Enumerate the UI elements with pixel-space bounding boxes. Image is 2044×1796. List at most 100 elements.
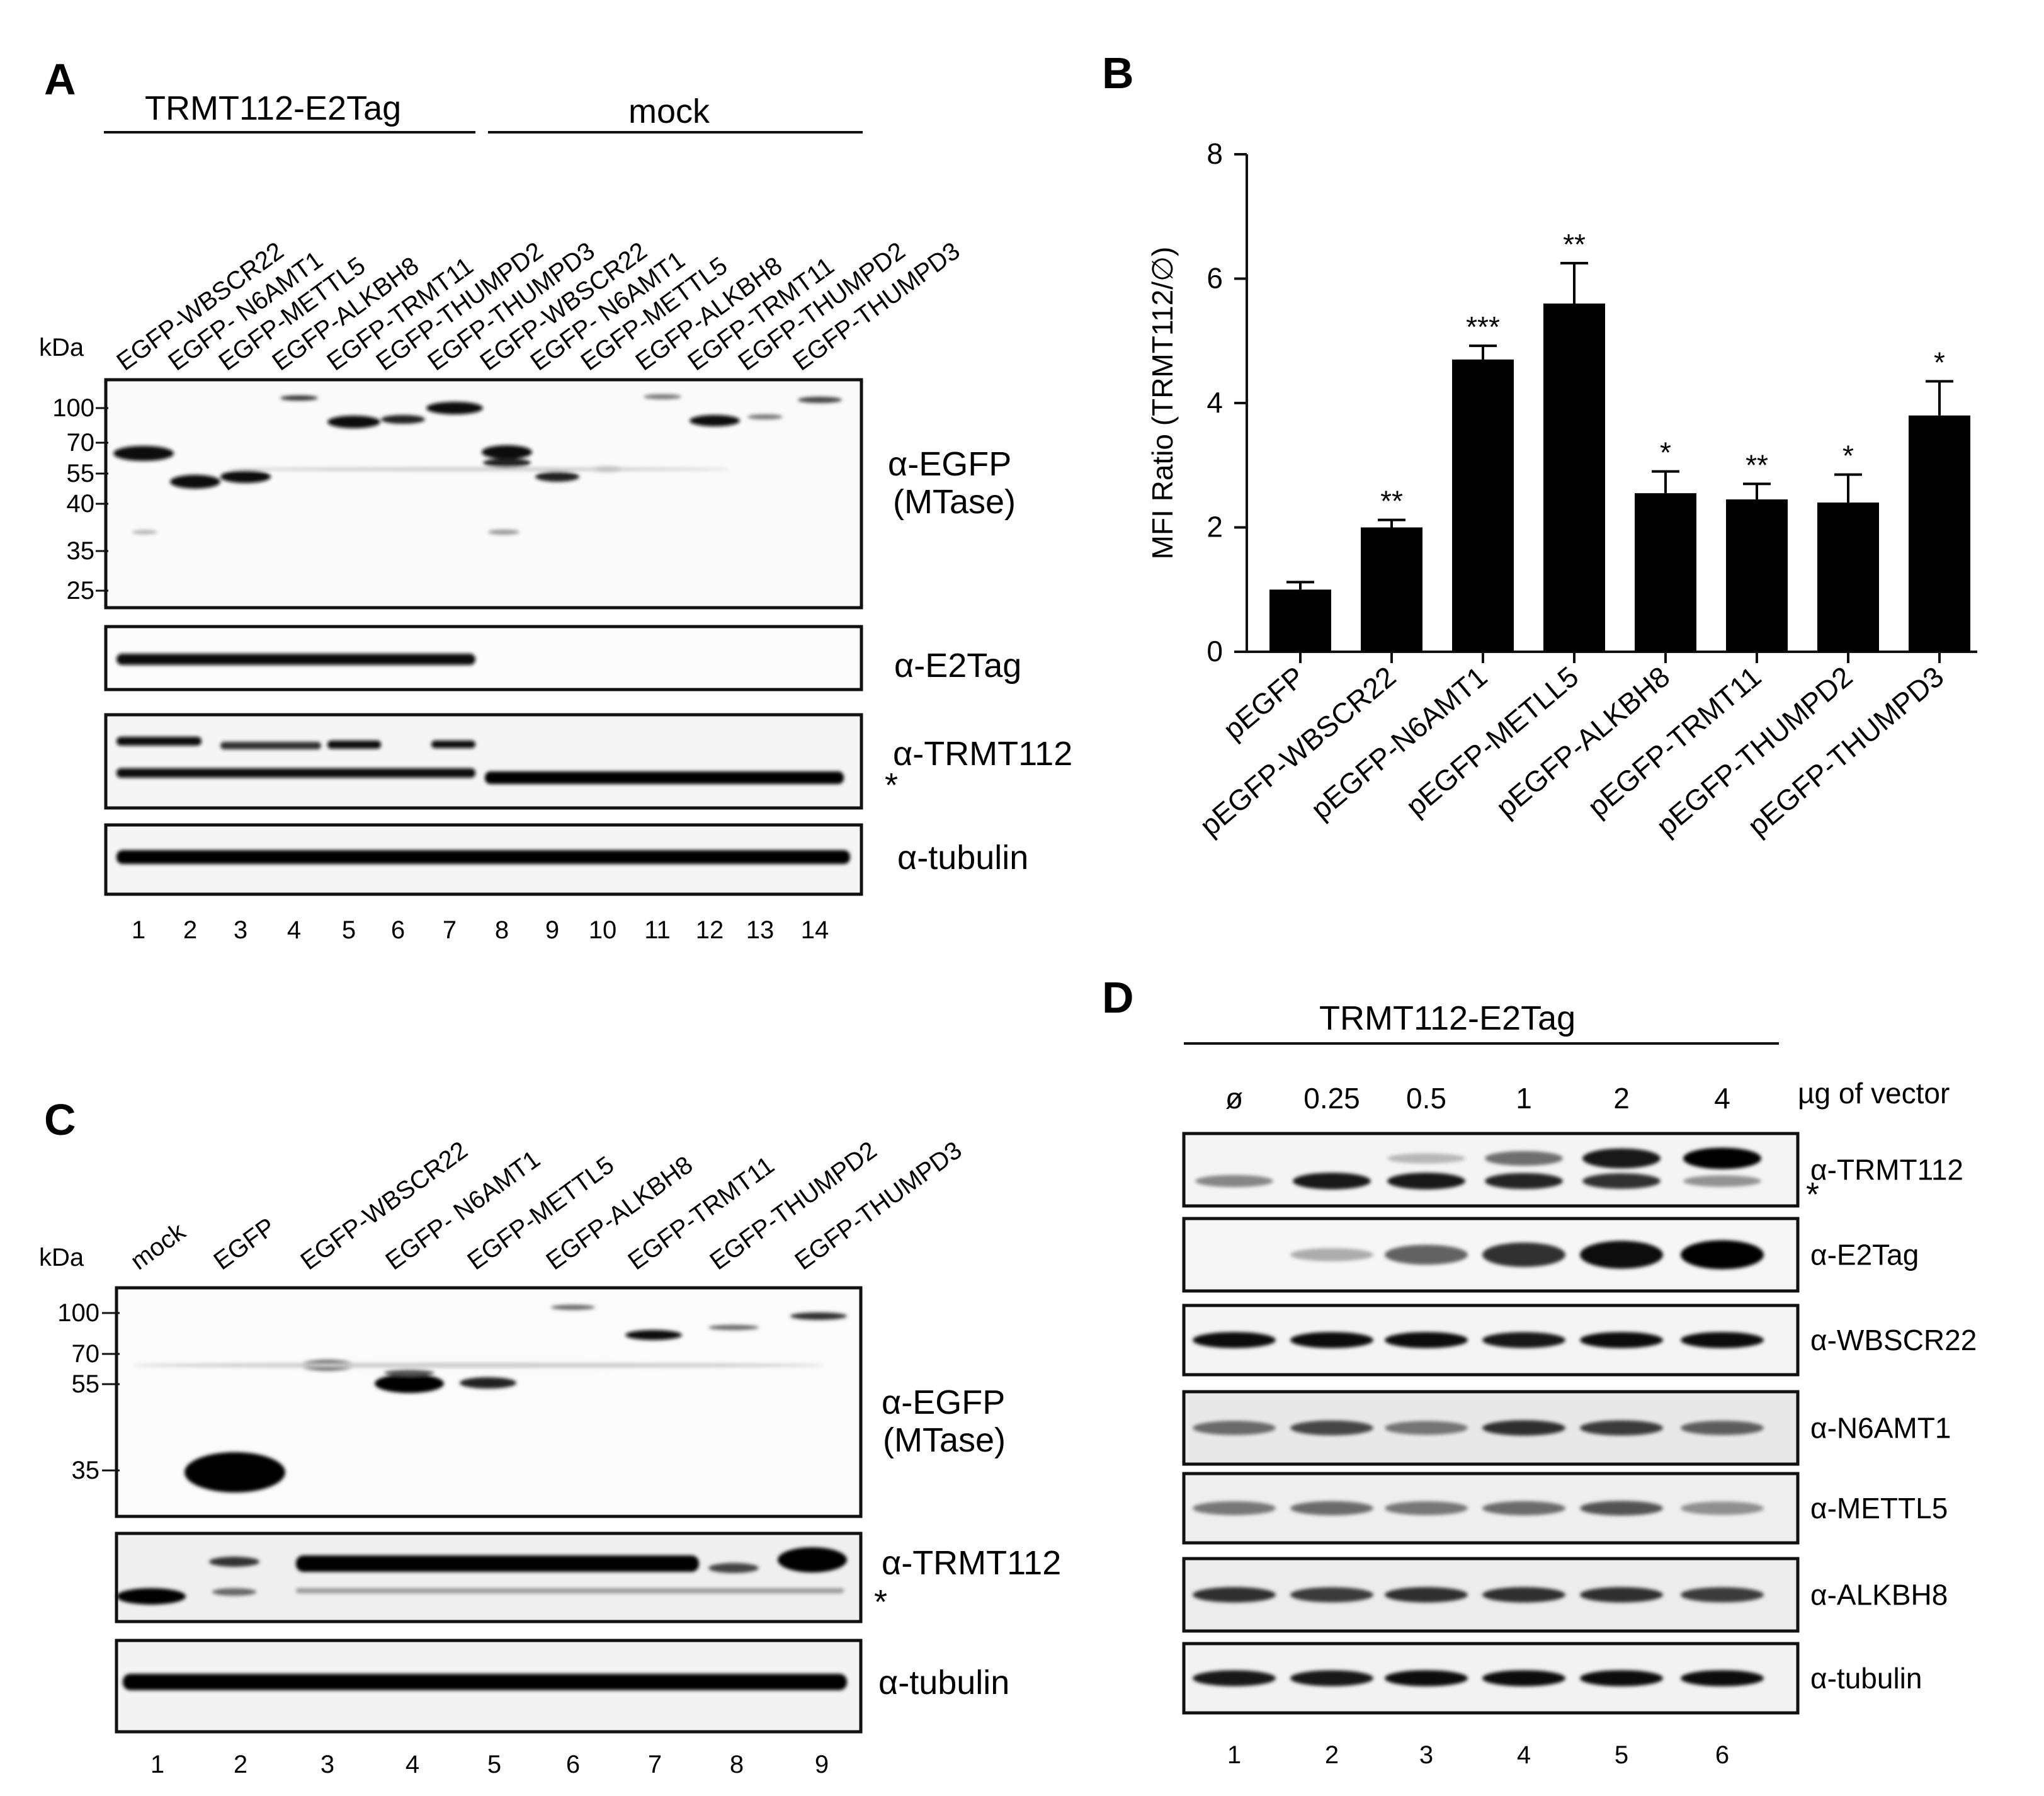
band xyxy=(1290,1248,1373,1261)
panel-c-lane-number: 6 xyxy=(566,1751,580,1778)
panel-c-lane-label: EGFP-TRMT11 xyxy=(623,1151,779,1275)
panel-d-blot-label: α-METTL5 xyxy=(1810,1492,1948,1525)
band xyxy=(1293,1173,1371,1190)
panel-c-mtase-label: (MTase) xyxy=(883,1421,1006,1459)
panel-d-lane-number: 2 xyxy=(1325,1741,1339,1769)
panel-d-blot-label: α-TRMT112 xyxy=(1810,1154,1963,1186)
band xyxy=(1582,1148,1661,1169)
band xyxy=(1193,1501,1276,1515)
panel-d: D TRMT112-E2Tag ø 0.25 0.5 1 2 4 µg of vector… xyxy=(1102,973,1977,1769)
panel-d-bands xyxy=(1193,1587,1764,1603)
band xyxy=(1683,1175,1761,1187)
panel-c-lane-number: 8 xyxy=(730,1751,744,1778)
bar xyxy=(1543,304,1605,652)
bar xyxy=(1817,503,1879,652)
panel-d-blot-label: α-tubulin xyxy=(1810,1662,1922,1695)
panel-a-marker-label: 25 xyxy=(67,577,95,605)
panel-a-lane-number: 2 xyxy=(183,916,197,944)
panel-c-trmt112-label: α-TRMT112 xyxy=(882,1544,1061,1582)
band xyxy=(1385,1587,1468,1603)
band xyxy=(1290,1670,1373,1686)
band xyxy=(1482,1587,1565,1603)
panel-c-trmt112-bands xyxy=(116,1547,847,1605)
band xyxy=(1385,1421,1468,1435)
panel-a-egfp-label: α-EGFP xyxy=(888,445,1011,483)
band xyxy=(1580,1332,1663,1348)
y-tick-label: 4 xyxy=(1207,386,1223,419)
band xyxy=(1580,1241,1663,1269)
band xyxy=(1681,1670,1764,1686)
panel-a-lane-number: 10 xyxy=(589,916,617,944)
panel-a-e2tag-blot xyxy=(104,625,863,691)
panel-a-size-markers: 100 70 55 40 35 25 xyxy=(52,394,108,605)
panel-b: B MFI Ratio (TRMT112/∅) 02468pEGFP**pEGF… xyxy=(1102,48,1977,842)
band xyxy=(1580,1587,1663,1603)
panel-d-dose-label: 1 xyxy=(1516,1082,1532,1115)
panel-a-mtase-label: (MTase) xyxy=(893,483,1016,521)
band xyxy=(1290,1332,1373,1348)
band xyxy=(1485,1173,1563,1190)
panel-d-lane-number: 3 xyxy=(1419,1741,1433,1769)
panel-a-lane-number: 3 xyxy=(234,916,247,944)
panel-a-lane-number: 13 xyxy=(746,916,775,944)
panel-d-bands xyxy=(1195,1147,1761,1190)
panel-d-blot-label: α-N6AMT1 xyxy=(1810,1412,1951,1445)
panel-b-letter: B xyxy=(1102,48,1134,98)
panel-a-group-label-left: TRMT112-E2Tag xyxy=(145,89,401,127)
panel-a-marker-label: 100 xyxy=(52,394,94,422)
band xyxy=(1681,1421,1764,1435)
band xyxy=(1482,1420,1565,1436)
panel-c-lane-label: EGFP xyxy=(208,1213,280,1276)
significance-label: ** xyxy=(1563,228,1586,261)
panel-a-tubulin-label: α-tubulin xyxy=(897,839,1028,877)
y-tick-label: 6 xyxy=(1207,262,1223,295)
panel-c-lane-label: EGFP-ALKBH8 xyxy=(541,1151,698,1276)
panel-d-dose-labels: ø 0.25 0.5 1 2 4 xyxy=(1225,1082,1730,1115)
panel-d-bands xyxy=(1193,1332,1764,1348)
panel-a-kda-label: kDa xyxy=(39,334,84,361)
panel-d-lane-number: 4 xyxy=(1517,1741,1531,1769)
panel-c-lane-number: 7 xyxy=(648,1751,662,1778)
band xyxy=(1681,1240,1764,1270)
panel-a-lane-number: 4 xyxy=(287,916,301,944)
panel-a-lane-number: 8 xyxy=(495,916,509,944)
band xyxy=(1193,1332,1276,1348)
panel-a-marker-label: 40 xyxy=(67,490,95,518)
significance-label: * xyxy=(1842,440,1854,472)
panel-c-lane-number: 3 xyxy=(321,1751,334,1778)
panel-a-egfp-bands xyxy=(113,394,842,535)
panel-c-lane-label: mock xyxy=(125,1217,191,1275)
panel-a-e2tag-label: α-E2Tag xyxy=(894,647,1021,685)
panel-c-lane-number: 4 xyxy=(406,1751,419,1778)
panel-d-dose-label: 2 xyxy=(1613,1082,1630,1115)
band xyxy=(1681,1587,1764,1603)
panel-a-tubulin-bands xyxy=(116,850,850,864)
panel-a-lane-numbers: 1 2 3 4 5 6 7 8 9 10 11 12 13 14 xyxy=(132,916,829,944)
panel-a-lane-number: 9 xyxy=(545,916,559,944)
significance-label: ** xyxy=(1746,448,1768,481)
band xyxy=(1580,1670,1663,1686)
panel-d-asterisk: * xyxy=(1806,1176,1819,1213)
bar xyxy=(1269,589,1331,652)
panel-d-blots: α-TRMT112 α-E2Tag α-WBSCR22 α-N6AMT1 α-METTL… xyxy=(1182,1132,1977,1715)
panel-d-blot-label: α-E2Tag xyxy=(1810,1239,1919,1271)
panel-d-lane-number: 6 xyxy=(1715,1741,1729,1769)
panel-a-group-label-right: mock xyxy=(628,93,710,130)
panel-d-blot-label: α-WBSCR22 xyxy=(1810,1324,1977,1356)
panel-c-marker-label: 55 xyxy=(72,1370,100,1398)
band xyxy=(1580,1501,1663,1516)
panel-a-marker-label: 70 xyxy=(67,429,95,457)
panel-c-letter: C xyxy=(44,1095,76,1144)
significance-label: * xyxy=(1660,436,1671,469)
panel-a-trmt112-bands xyxy=(116,737,844,784)
panel-d-dose-label: ø xyxy=(1225,1082,1243,1115)
bar-chart: MFI Ratio (TRMT112/∅) 02468pEGFP**pEGFP-… xyxy=(1146,137,1977,842)
bar xyxy=(1726,499,1788,652)
band xyxy=(1482,1332,1565,1348)
panel-a-trmt112-label: α-TRMT112 xyxy=(893,735,1072,773)
panel-a-lane-number: 7 xyxy=(443,916,457,944)
